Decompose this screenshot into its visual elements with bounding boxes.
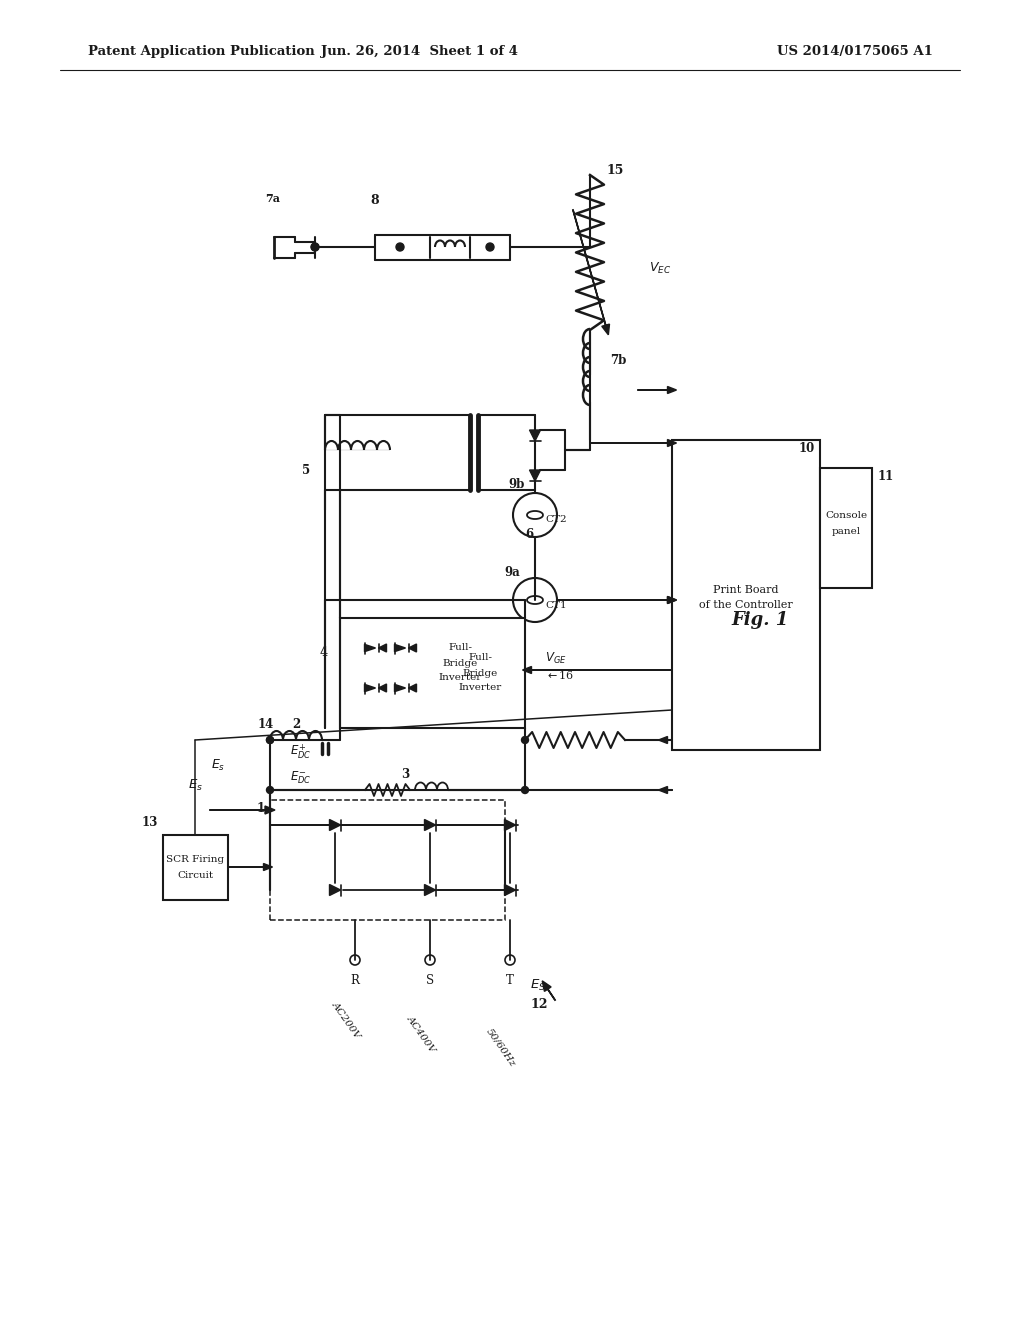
Text: Full-: Full-	[468, 653, 492, 663]
Text: Bridge: Bridge	[463, 668, 498, 677]
Circle shape	[311, 243, 318, 251]
Text: $V_{GE}$: $V_{GE}$	[545, 651, 566, 665]
Polygon shape	[529, 470, 541, 480]
Circle shape	[521, 737, 528, 743]
Circle shape	[266, 737, 273, 743]
Polygon shape	[425, 884, 435, 895]
Text: 7a: 7a	[265, 193, 281, 203]
Polygon shape	[505, 820, 515, 830]
Text: SCR Firing: SCR Firing	[166, 855, 224, 865]
Text: 1: 1	[257, 801, 265, 814]
Text: 15: 15	[606, 164, 624, 177]
Text: R: R	[350, 974, 359, 986]
Text: T: T	[506, 974, 514, 986]
Text: Patent Application Publication: Patent Application Publication	[88, 45, 314, 58]
Text: $V_{EC}$: $V_{EC}$	[649, 260, 671, 276]
Polygon shape	[529, 430, 541, 441]
Text: 11: 11	[878, 470, 894, 483]
Polygon shape	[425, 820, 435, 830]
Bar	[340, 618, 525, 729]
Text: 14: 14	[258, 718, 274, 731]
Text: 8: 8	[371, 194, 379, 206]
Text: $E_s$: $E_s$	[211, 758, 225, 772]
Text: 12: 12	[530, 998, 548, 1011]
Text: Fig. 1: Fig. 1	[731, 611, 788, 630]
Text: Jun. 26, 2014  Sheet 1 of 4: Jun. 26, 2014 Sheet 1 of 4	[322, 45, 518, 58]
Circle shape	[486, 243, 494, 251]
Circle shape	[266, 787, 273, 793]
Text: Full-: Full-	[449, 644, 472, 652]
Bar	[820, 469, 872, 587]
Text: $E_s$: $E_s$	[187, 777, 203, 792]
FancyArrow shape	[658, 737, 668, 743]
Polygon shape	[505, 884, 515, 895]
Text: $\leftarrow$16: $\leftarrow$16	[545, 669, 574, 681]
Text: $E_{DC}^{-}$: $E_{DC}^{-}$	[290, 770, 311, 787]
Bar	[270, 800, 505, 920]
FancyArrow shape	[543, 981, 555, 1001]
Circle shape	[396, 243, 404, 251]
Text: $E_{DC}^{+}$: $E_{DC}^{+}$	[290, 743, 311, 762]
FancyArrow shape	[638, 387, 677, 393]
Text: 5: 5	[302, 463, 310, 477]
Text: 4: 4	[319, 647, 328, 660]
Polygon shape	[365, 644, 376, 652]
Text: 2: 2	[292, 718, 300, 730]
Polygon shape	[409, 684, 417, 692]
FancyArrow shape	[557, 597, 677, 603]
Text: 50/60Hz: 50/60Hz	[485, 1027, 518, 1069]
Text: Circuit: Circuit	[177, 870, 213, 879]
Text: S: S	[426, 974, 434, 986]
Text: 13: 13	[141, 817, 158, 829]
Polygon shape	[365, 684, 376, 692]
Text: CT2: CT2	[545, 516, 566, 524]
Text: 3: 3	[400, 768, 410, 781]
Text: Inverter: Inverter	[459, 684, 502, 693]
Text: Inverter: Inverter	[438, 673, 481, 682]
Text: AC400V: AC400V	[406, 1014, 437, 1055]
FancyArrow shape	[522, 667, 670, 673]
Text: Bridge: Bridge	[442, 659, 477, 668]
Text: US 2014/0175065 A1: US 2014/0175065 A1	[777, 45, 933, 58]
FancyArrow shape	[573, 210, 609, 335]
Text: Print Board: Print Board	[714, 585, 778, 595]
Text: AC200V: AC200V	[330, 999, 361, 1040]
FancyArrow shape	[590, 440, 677, 446]
Polygon shape	[379, 684, 386, 692]
Circle shape	[521, 787, 528, 793]
Circle shape	[266, 737, 273, 743]
Polygon shape	[379, 644, 386, 652]
Polygon shape	[330, 884, 341, 895]
Circle shape	[311, 243, 319, 251]
Text: panel: panel	[831, 527, 860, 536]
Text: Console: Console	[825, 511, 867, 520]
Text: 7b: 7b	[610, 354, 627, 367]
Polygon shape	[330, 820, 341, 830]
Text: of the Controller: of the Controller	[699, 601, 793, 610]
Bar	[672, 440, 820, 750]
Text: $E_S$: $E_S$	[530, 977, 546, 993]
Bar	[163, 836, 228, 900]
Polygon shape	[409, 644, 417, 652]
Text: 9a: 9a	[504, 565, 520, 578]
FancyArrow shape	[210, 807, 275, 814]
Text: 10: 10	[799, 441, 815, 454]
FancyArrow shape	[658, 787, 668, 793]
FancyArrow shape	[228, 863, 272, 870]
Text: 9b: 9b	[509, 479, 525, 491]
Text: CT1: CT1	[545, 601, 566, 610]
Polygon shape	[394, 684, 406, 692]
Polygon shape	[394, 644, 406, 652]
FancyArrow shape	[557, 597, 677, 603]
Text: 6: 6	[525, 528, 534, 541]
